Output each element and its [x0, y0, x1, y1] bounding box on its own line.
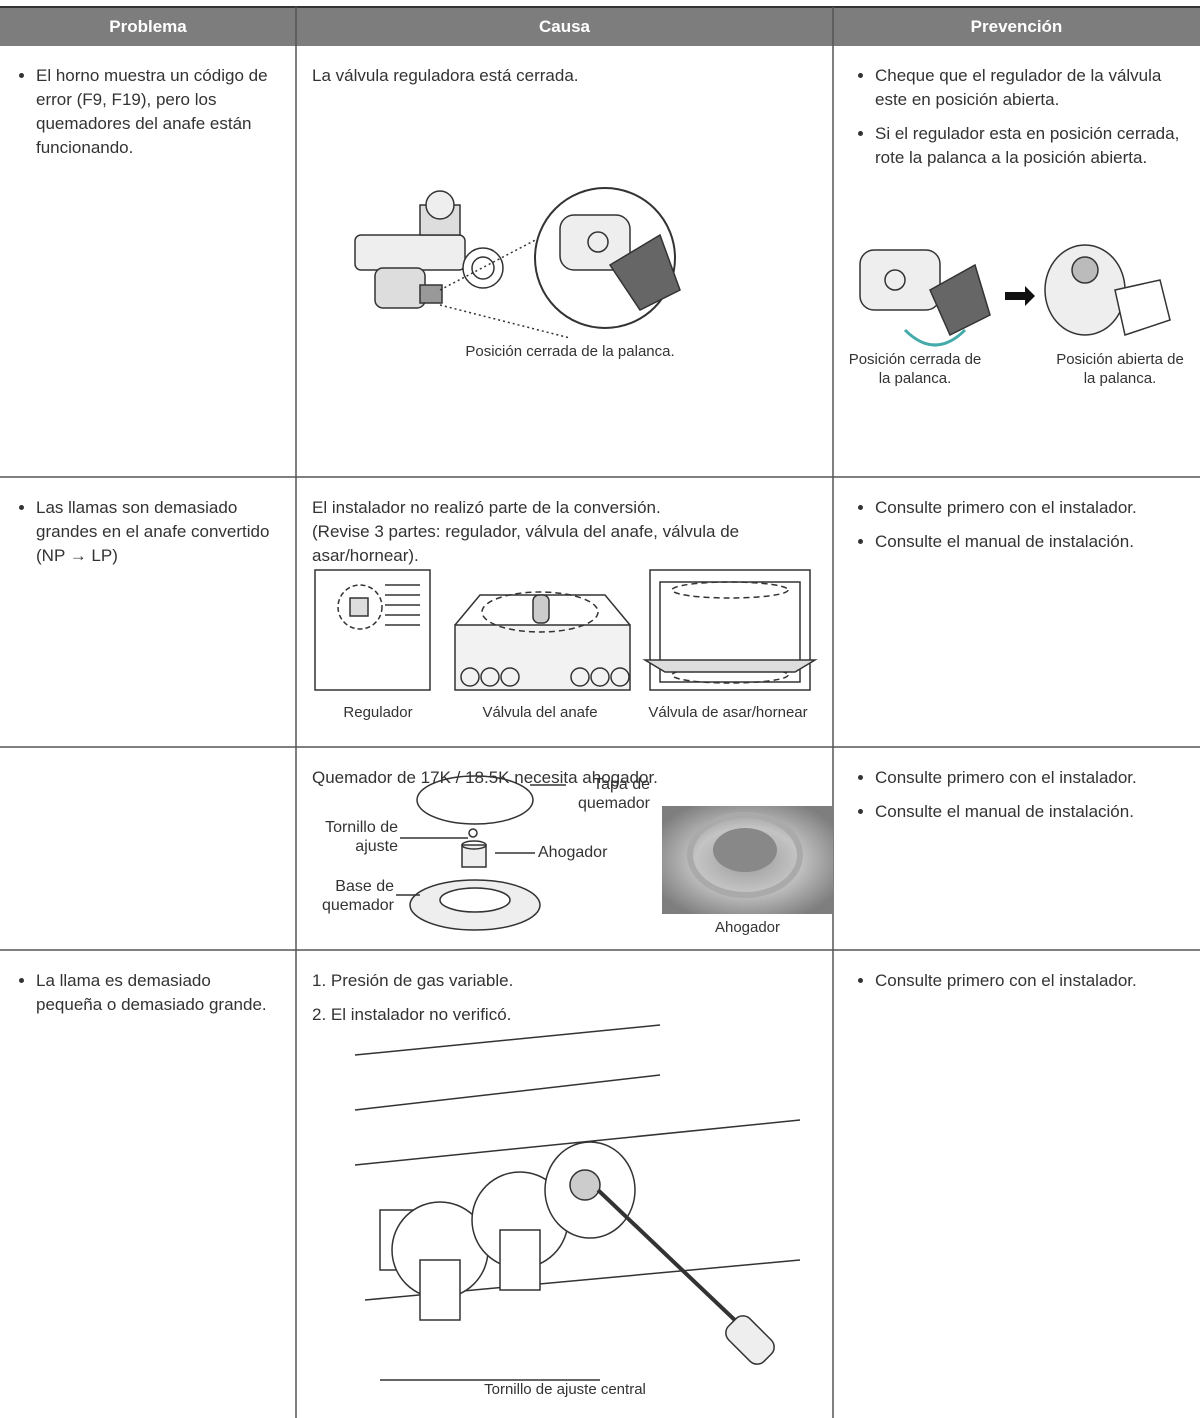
cause-text: La válvula reguladora está cerrada. — [312, 66, 579, 85]
prevention-list: Consulte primero con el instalador. Cons… — [857, 496, 1200, 564]
caption: Tornillo de ajuste central — [484, 1381, 646, 1398]
cause-text: (Revise 3 partes: regulador, válvula del… — [312, 522, 740, 565]
problem: El horno muestra un código de error (F9,… — [36, 64, 286, 160]
burner-illustration — [396, 775, 833, 931]
diagram-label: Tornillo de ajuste — [325, 819, 398, 855]
prevention: Consulte primero con el instalador. — [875, 969, 1200, 993]
prevention: Consulte el manual de instalación. — [875, 800, 1200, 824]
caption: Válvula de asar/hornear — [648, 704, 808, 721]
prevention: Consulte primero con el instalador. — [875, 766, 1200, 790]
header-cell: Problema — [109, 17, 187, 36]
prevention-list: Consulte primero con el instalador. — [857, 969, 1200, 1003]
prevention: Consulte primero con el instalador. — [875, 496, 1200, 520]
problem: Las llamas son demasiado grandes en el a… — [36, 496, 271, 568]
problem: La llama es demasiado pequeña o demasiad… — [36, 969, 276, 1017]
header-cell: Prevención — [970, 17, 1063, 36]
prevention: Consulte el manual de instalación. — [875, 530, 1200, 554]
cause-text: 2. El instalador no verificó. — [312, 1005, 512, 1024]
caption: Posición abierta de la palanca. — [1056, 351, 1184, 387]
prevention: Si el regulador esta en posición cerrada… — [875, 122, 1195, 170]
caption: Válvula del anafe — [482, 704, 598, 721]
prevention-list: Cheque que el regulador de la válvula es… — [857, 64, 1195, 180]
diagram-label: Base de quemador — [321, 878, 394, 914]
prevention: Cheque que el regulador de la válvula es… — [875, 64, 1195, 112]
prevention-list: Consulte primero con el instalador. Cons… — [857, 766, 1200, 834]
caption: Ahogador — [714, 919, 781, 936]
problem-list: Las llamas son demasiado grandes en el a… — [18, 496, 271, 578]
cause-text: Quemador de 17K / 18.5K necesita ahogado… — [312, 768, 658, 787]
header-cell: Causa — [538, 17, 591, 36]
problem-list: El horno muestra un código de error (F9,… — [18, 64, 286, 170]
adjustment-illustration — [354, 1024, 801, 1381]
caption: Posición cerrada de la palanca. — [465, 343, 675, 360]
regulator-illustration — [354, 187, 681, 339]
conversion-illustrations — [314, 569, 818, 691]
problem-list: La llama es demasiado pequeña o demasiad… — [18, 969, 276, 1027]
caption: Posición cerrada de la palanca. — [848, 351, 982, 387]
lever-illustration — [859, 244, 1171, 347]
caption: Regulador — [343, 704, 413, 721]
cause-text: El instalador no realizó parte de la con… — [312, 498, 661, 517]
diagram-label: Ahogador — [538, 844, 608, 861]
diagram-label: Tapa de quemador — [577, 776, 650, 812]
cause-text: 1. Presión de gas variable. — [312, 971, 514, 990]
